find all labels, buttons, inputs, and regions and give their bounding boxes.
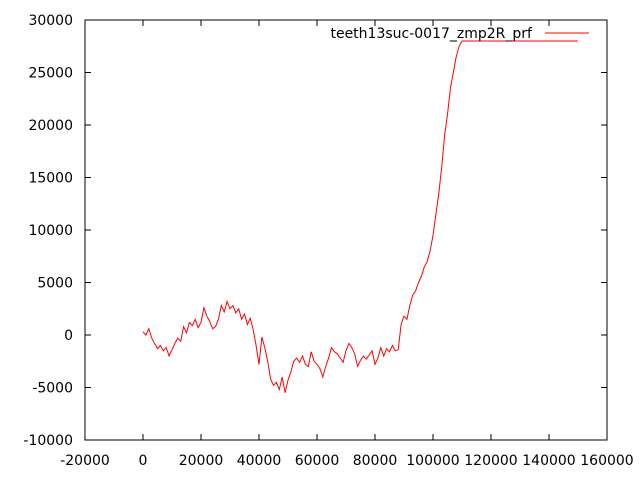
x-tick-label: 80000 — [353, 453, 398, 469]
x-tick-label: 40000 — [237, 453, 282, 469]
x-tick-label: 60000 — [295, 453, 340, 469]
legend-label: teeth13suc-0017_zmp2R_prf — [330, 26, 533, 42]
y-tick-label: 30000 — [28, 13, 73, 29]
axis-ticks: -20000 0 20000 40000 60000 80000 100000 120000 1… — [23, 13, 633, 469]
x-tick-label: 20000 — [179, 453, 224, 469]
y-tick-label: -5000 — [32, 381, 73, 397]
legend: teeth13suc-0017_zmp2R_prf — [330, 26, 589, 42]
x-tick-label: 0 — [139, 453, 148, 469]
x-tick-label: 140000 — [522, 453, 575, 469]
y-tick-label: 5000 — [37, 276, 73, 292]
y-tick-label: 0 — [64, 328, 73, 344]
y-tick-label: 10000 — [28, 223, 73, 239]
plot-area-frame — [84, 19, 608, 441]
x-tick-label: 160000 — [580, 453, 633, 469]
y-tick-label: -10000 — [23, 433, 73, 449]
series-layer — [142, 40, 578, 393]
y-tick-label: 25000 — [28, 66, 73, 82]
series-line — [142, 40, 578, 393]
y-tick-label: 20000 — [28, 118, 73, 134]
x-tick-label: -20000 — [60, 453, 110, 469]
x-tick-label: 100000 — [406, 453, 459, 469]
y-tick-label: 15000 — [28, 171, 73, 187]
x-tick-label: 120000 — [464, 453, 517, 469]
